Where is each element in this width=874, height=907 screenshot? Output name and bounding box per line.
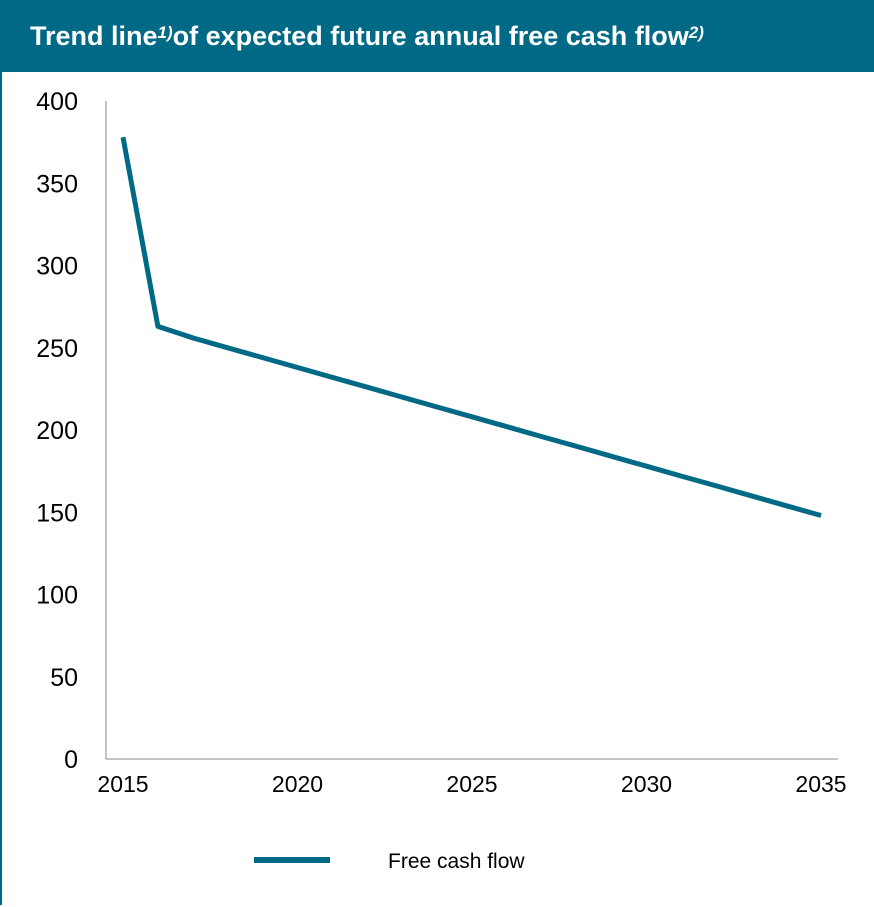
line-chart: 0 50 100 150 200 250 300 350 400 2015 2020 2025 2030… [36, 88, 846, 873]
chart-title-bar: Trend line 1) of expected future annual f… [0, 0, 874, 72]
x-tick-label: 2020 [272, 771, 323, 797]
y-tick-label: 300 [36, 253, 78, 281]
y-tick-label: 350 [36, 170, 78, 198]
y-tick-label: 100 [36, 582, 78, 610]
footnote-marker-2: 2) [688, 23, 704, 42]
y-tick-label: 250 [36, 335, 78, 363]
x-tick-label: 2035 [795, 771, 846, 797]
chart-title-text-continued: of expected future annual free cash flow [172, 20, 689, 51]
series-line-free-cash-flow [120, 136, 822, 518]
y-tick-label: 150 [36, 499, 78, 527]
y-tick-label: 200 [36, 417, 78, 445]
y-tick-label: 0 [64, 746, 78, 774]
x-tick-label: 2015 [97, 771, 148, 797]
y-tick-label: 400 [36, 88, 78, 116]
x-tick-label: 2025 [446, 771, 497, 797]
legend-label-free-cash-flow: Free cash flow [388, 850, 525, 873]
y-tick-label: 50 [50, 664, 78, 692]
footnote-marker-1: 1) [157, 23, 173, 42]
chart-title-text: Trend line [30, 20, 158, 51]
x-tick-label: 2030 [621, 771, 672, 797]
